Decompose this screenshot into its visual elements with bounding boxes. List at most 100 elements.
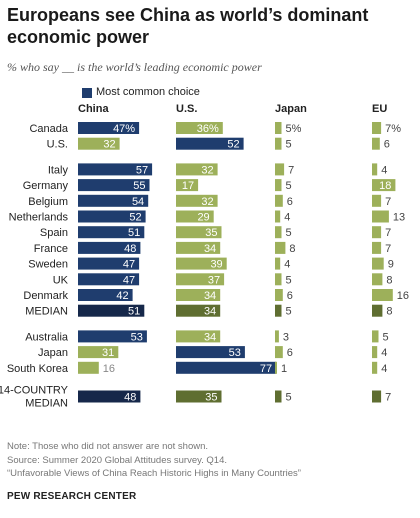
bar-china-japan xyxy=(78,346,119,359)
data-label-eu-netherlands: 13 xyxy=(393,212,405,224)
data-label-eu-belgium: 7 xyxy=(385,196,391,208)
bar-us-france xyxy=(176,241,221,254)
data-label-eu-u-s-: 6 xyxy=(384,139,390,151)
bar-china-u-s- xyxy=(78,137,120,150)
bar-japan-canada xyxy=(275,122,282,134)
data-label-china-sweden: 47 xyxy=(123,259,135,271)
bar-us-canada xyxy=(176,122,223,134)
data-label-eu-uk: 8 xyxy=(386,274,392,286)
bar-china-14-country-median xyxy=(78,390,141,403)
bar-japan-france xyxy=(275,241,286,254)
data-label-china-14-country-median: 48 xyxy=(124,392,136,404)
bar-japan-italy xyxy=(275,163,285,176)
bar-china-australia xyxy=(78,330,147,343)
row-label-belgium: Belgium xyxy=(28,196,68,208)
row-label-germany: Germany xyxy=(23,180,69,192)
bar-us-sweden xyxy=(176,257,227,270)
bar-eu-japan xyxy=(372,346,378,359)
bar-us-germany xyxy=(176,179,199,192)
data-label-china-italy: 57 xyxy=(136,164,148,176)
bar-china-germany xyxy=(78,179,150,192)
bar-eu-u-s- xyxy=(372,137,380,150)
row-label-netherlands: Netherlands xyxy=(9,212,69,224)
data-label-japan-14-country-median: 5 xyxy=(286,392,292,404)
data-label-china-netherlands: 52 xyxy=(129,212,141,224)
bar-japan-uk xyxy=(275,273,282,286)
column-header-japan: Japan xyxy=(275,103,307,115)
data-label-us-italy: 32 xyxy=(201,164,213,176)
data-label-us-canada: 36% xyxy=(197,123,219,135)
data-label-eu-australia: 5 xyxy=(383,331,389,343)
data-label-japan-australia: 3 xyxy=(283,331,289,343)
row-label-14-country-median: 14-COUNTRY xyxy=(0,385,69,397)
data-label-eu-italy: 4 xyxy=(381,164,387,176)
bar-china-median xyxy=(78,304,145,317)
brand-logo-text: PEW RESEARCH CENTER xyxy=(7,491,137,502)
bar-eu-australia xyxy=(372,330,379,343)
data-label-china-japan: 31 xyxy=(102,347,114,359)
row-label-south-korea: South Korea xyxy=(7,363,69,375)
bar-japan-south-korea xyxy=(275,361,277,374)
bar-eu-14-country-median xyxy=(372,390,382,403)
bar-eu-france xyxy=(372,241,382,254)
bar-us-uk xyxy=(176,273,225,286)
data-label-us-denmark: 34 xyxy=(204,290,216,302)
row-label-uk: UK xyxy=(53,274,69,286)
row-label-u-s-: U.S. xyxy=(47,139,68,151)
bar-china-spain xyxy=(78,226,145,239)
bar-us-south-korea xyxy=(176,361,277,374)
bar-china-canada xyxy=(78,122,140,134)
data-label-japan-median: 5 xyxy=(286,306,292,318)
bar-eu-sweden xyxy=(372,257,384,270)
row-label-14-country-median: MEDIAN xyxy=(25,398,68,410)
row-label-denmark: Denmark xyxy=(23,290,68,302)
bar-us-median xyxy=(176,304,221,317)
data-label-us-spain: 35 xyxy=(205,227,217,239)
bar-china-uk xyxy=(78,273,140,286)
row-label-canada: Canada xyxy=(29,123,68,135)
data-label-japan-denmark: 6 xyxy=(287,290,293,302)
bar-china-italy xyxy=(78,163,153,176)
bar-china-belgium xyxy=(78,194,149,207)
bar-japan-sweden xyxy=(275,257,281,270)
report-title-text: “Unfavorable Views of China Reach Histor… xyxy=(7,468,301,479)
data-label-us-uk: 37 xyxy=(208,274,220,286)
data-label-us-netherlands: 29 xyxy=(197,212,209,224)
bar-eu-canada xyxy=(372,122,382,134)
bar-japan-spain xyxy=(275,226,282,239)
bar-eu-uk xyxy=(372,273,383,286)
data-label-us-u-s-: 52 xyxy=(227,139,239,151)
data-label-japan-spain: 5 xyxy=(286,227,292,239)
row-label-italy: Italy xyxy=(48,164,69,176)
bar-japan-germany xyxy=(275,179,282,192)
bar-japan-u-s- xyxy=(275,137,282,150)
data-label-eu-sweden: 9 xyxy=(388,259,394,271)
data-label-us-belgium: 32 xyxy=(201,196,213,208)
row-label-spain: Spain xyxy=(40,227,68,239)
data-label-japan-belgium: 6 xyxy=(287,196,293,208)
note-text: Note: Those who did not answer are not s… xyxy=(7,441,209,452)
data-label-china-uk: 47 xyxy=(123,274,135,286)
data-label-us-germany: 17 xyxy=(182,180,194,192)
row-label-sweden: Sweden xyxy=(28,259,68,271)
bar-china-denmark xyxy=(78,289,133,301)
bar-japan-median xyxy=(275,304,282,317)
bar-us-u-s- xyxy=(176,137,244,150)
data-label-china-australia: 53 xyxy=(131,331,143,343)
data-label-china-canada: 47% xyxy=(113,123,135,135)
data-label-us-14-country-median: 35 xyxy=(205,392,217,404)
data-label-japan-netherlands: 4 xyxy=(284,212,290,224)
data-label-japan-canada: 5% xyxy=(286,123,302,135)
bar-eu-italy xyxy=(372,163,378,176)
data-label-china-south-korea: 16 xyxy=(103,363,115,375)
data-label-japan-south-korea: 1 xyxy=(281,363,287,375)
bar-japan-belgium xyxy=(275,194,283,207)
data-label-us-australia: 34 xyxy=(204,331,216,343)
bar-japan-netherlands xyxy=(275,210,281,223)
bar-eu-belgium xyxy=(372,194,382,207)
data-label-eu-median: 8 xyxy=(386,306,392,318)
bar-eu-germany xyxy=(372,179,396,192)
data-label-eu-14-country-median: 7 xyxy=(385,392,391,404)
bar-us-spain xyxy=(176,226,222,239)
